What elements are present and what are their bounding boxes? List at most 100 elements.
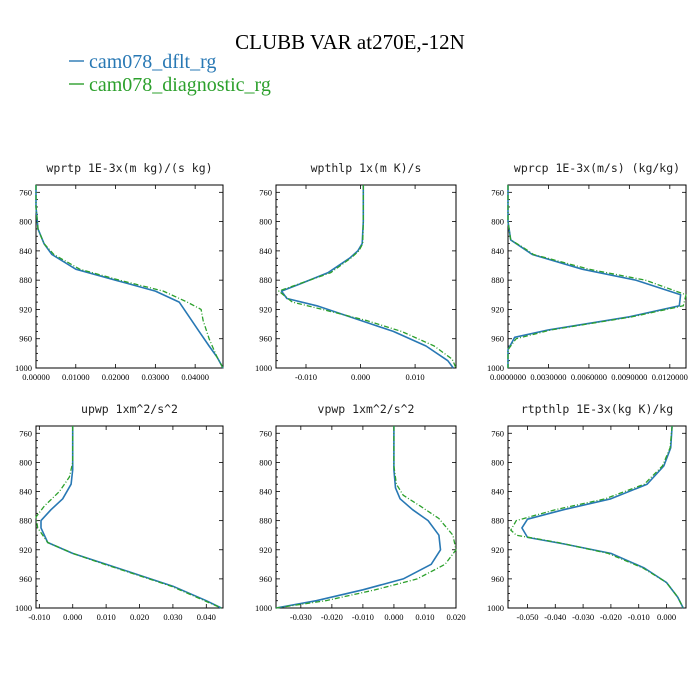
series-line-0 (40, 426, 222, 609)
x-tick-label: 0.02000 (102, 372, 130, 382)
y-tick-label: 760 (259, 187, 272, 197)
y-tick-label: 920 (259, 545, 272, 555)
y-tick-label: 880 (259, 275, 272, 285)
x-tick-label: 0.000 (657, 612, 676, 622)
x-tick-label: 0.03000 (142, 372, 170, 382)
series-line-0 (521, 425, 684, 609)
y-tick-label: 1000 (487, 603, 504, 613)
plot-frame (507, 425, 687, 609)
x-tick-label: -0.040 (544, 612, 566, 622)
series-line-1 (275, 426, 457, 609)
panel-0: wprtp 1E-3x(m kg)/(s kg) 760 800 840 880 920 9… (15, 161, 224, 382)
series-line-0 (35, 185, 224, 369)
series-line-1 (507, 185, 687, 368)
x-tick-label: 0.040 (197, 612, 216, 622)
x-tick-label: 0.04000 (181, 372, 209, 382)
plot-frame (35, 184, 224, 369)
y-tick-label: 800 (491, 457, 504, 467)
panel-5: rtpthlp 1E-3x(kg K)/kg 760 800 840 880 920 960… (487, 402, 687, 622)
legend: cam078_dflt_rg cam078_diagnostic_rg (69, 51, 271, 96)
y-tick-label: 880 (19, 516, 32, 526)
x-tick-label: 0.010 (415, 612, 434, 622)
x-tick-label: 0.0000000 (490, 372, 526, 382)
x-tick-label: -0.020 (600, 612, 622, 622)
y-tick-label: 920 (259, 304, 272, 314)
y-tick-label: 840 (19, 246, 32, 256)
x-tick-label: -0.030 (290, 612, 312, 622)
y-tick-label: 960 (259, 574, 272, 584)
series-line-0 (275, 426, 442, 609)
x-tick-label: 0.000 (384, 612, 403, 622)
figure-title: CLUBB VAR at270E,-12N (235, 30, 465, 54)
y-tick-label: 880 (259, 516, 272, 526)
x-tick-label: 0.0060000 (571, 372, 607, 382)
y-tick-label: 800 (19, 457, 32, 467)
y-tick-label: 1000 (15, 363, 32, 373)
panel-1: wpthlp 1x(m K)/s 760 800 840 880 920 960 1000 -0… (255, 161, 457, 382)
x-tick-label: 0.010 (406, 372, 425, 382)
y-tick-label: 960 (491, 574, 504, 584)
legend-label-0: cam078_dflt_rg (89, 51, 216, 73)
panel-title: rtpthlp 1E-3x(kg K)/kg (521, 402, 673, 416)
y-tick-label: 920 (19, 545, 32, 555)
series-line-1 (35, 185, 224, 369)
y-tick-label: 760 (491, 187, 504, 197)
x-tick-label: 0.030 (163, 612, 182, 622)
y-tick-label: 840 (491, 246, 504, 256)
panel-title: wpthlp 1x(m K)/s (311, 161, 422, 175)
y-tick-label: 840 (491, 487, 504, 497)
panels: wprtp 1E-3x(m kg)/(s kg) 760 800 840 880 920 9… (15, 161, 688, 622)
x-tick-label: -0.020 (321, 612, 343, 622)
y-tick-label: 760 (19, 187, 32, 197)
panel-4: vpwp 1xm^2/s^2 760 800 840 880 920 960 1000 -0.0… (255, 402, 466, 622)
x-tick-label: -0.030 (572, 612, 594, 622)
y-tick-label: 960 (19, 574, 32, 584)
y-tick-label: 760 (259, 428, 272, 438)
y-tick-label: 880 (491, 516, 504, 526)
panel-title: wprcp 1E-3x(m/s) (kg/kg) (514, 161, 680, 175)
plot-frame (275, 425, 457, 609)
x-tick-label: 0.0030000 (530, 372, 566, 382)
x-tick-label: -0.010 (295, 372, 317, 382)
y-tick-label: 760 (19, 428, 32, 438)
y-tick-label: 800 (19, 217, 32, 227)
series-line-1 (35, 426, 222, 609)
y-tick-label: 1000 (487, 363, 504, 373)
y-tick-label: 1000 (255, 603, 272, 613)
y-tick-label: 920 (491, 304, 504, 314)
series-line-1 (510, 425, 684, 609)
panel-title: wprtp 1E-3x(m kg)/(s kg) (46, 161, 212, 175)
y-tick-label: 960 (259, 334, 272, 344)
x-tick-label: 0.000 (63, 612, 82, 622)
y-tick-label: 960 (19, 334, 32, 344)
x-tick-label: 0.0120000 (652, 372, 688, 382)
panel-2: wprcp 1E-3x(m/s) (kg/kg) 760 800 840 880 920 9… (487, 161, 688, 382)
y-tick-label: 880 (19, 275, 32, 285)
series-line-1 (278, 185, 457, 369)
y-tick-label: 920 (19, 304, 32, 314)
y-tick-label: 880 (491, 275, 504, 285)
x-tick-label: -0.010 (628, 612, 650, 622)
panel-3: upwp 1xm^2/s^2 760 800 840 880 920 960 1000-0.0… (15, 402, 224, 622)
x-tick-label: 0.00000 (22, 372, 50, 382)
x-tick-label: 0.000 (351, 372, 370, 382)
y-tick-label: 920 (491, 545, 504, 555)
panel-title: vpwp 1xm^2/s^2 (318, 402, 415, 416)
x-tick-label: 0.01000 (62, 372, 90, 382)
y-tick-label: 840 (19, 487, 32, 497)
x-tick-label: 0.020 (446, 612, 465, 622)
x-tick-label: 0.010 (97, 612, 116, 622)
y-tick-label: 840 (259, 487, 272, 497)
panel-title: upwp 1xm^2/s^2 (81, 402, 178, 416)
legend-label-1: cam078_diagnostic_rg (89, 74, 271, 96)
y-tick-label: 800 (259, 217, 272, 227)
plot-frame (507, 184, 687, 369)
y-tick-label: 1000 (15, 603, 32, 613)
x-tick-label: -0.010 (28, 612, 50, 622)
y-tick-label: 760 (491, 428, 504, 438)
y-tick-label: 800 (491, 217, 504, 227)
y-tick-label: 960 (491, 334, 504, 344)
x-tick-label: 0.0090000 (611, 372, 647, 382)
